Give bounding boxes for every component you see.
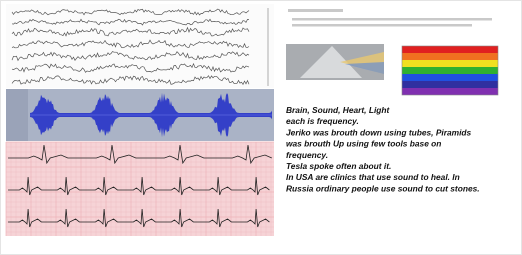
note-line: In USA are clinics that use sound to hea… <box>286 172 460 182</box>
eeg-panel <box>6 4 274 88</box>
color-row <box>402 67 498 74</box>
note-line: frequency. <box>286 150 328 160</box>
note-line: Jeriko was brouth down using tubes, Pira… <box>286 127 472 137</box>
color-row <box>402 46 498 53</box>
blur-line <box>292 18 492 21</box>
color-row <box>402 81 498 88</box>
prism-image <box>286 44 384 80</box>
color-row <box>402 74 498 81</box>
note-line: each is frequency. <box>286 116 359 126</box>
color-row <box>402 53 498 60</box>
blur-line <box>292 24 472 27</box>
color-row <box>402 60 498 67</box>
note-line: was brouth Up using few tools base on <box>286 139 441 149</box>
color-table <box>402 46 498 95</box>
note-line: Russia ordinary people use sound to cut … <box>286 183 480 193</box>
note-line: Tesla spoke often about it. <box>286 161 391 171</box>
blur-line <box>288 9 343 12</box>
color-row <box>402 88 498 95</box>
slide: Brain, Sound, Heart, Lighteach is freque… <box>0 0 522 255</box>
audio-ruler <box>6 89 28 141</box>
note-line: Brain, Sound, Heart, Light <box>286 105 391 115</box>
